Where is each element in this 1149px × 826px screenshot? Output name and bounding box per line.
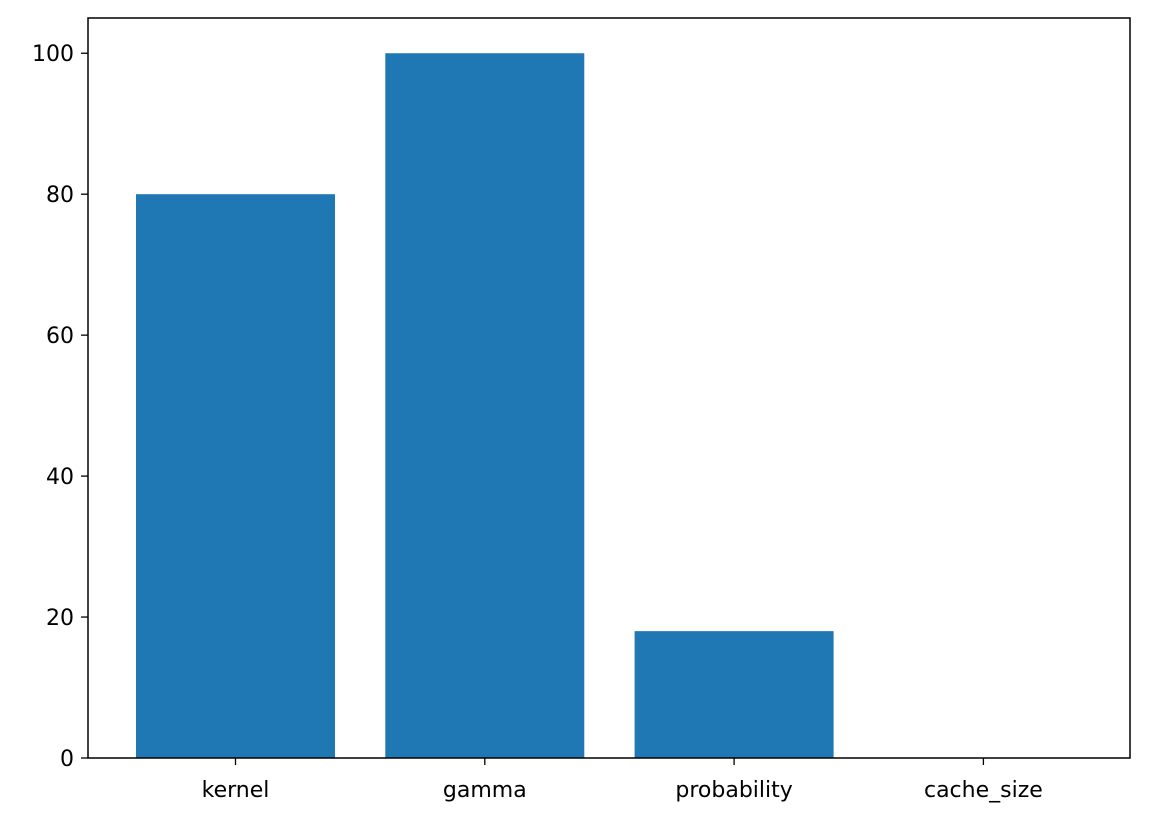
y-tick-label: 80 (46, 183, 74, 208)
x-tick-label: probability (675, 778, 792, 803)
x-axis: kernel gamma probability cache_size (202, 758, 1043, 803)
bar-gamma (385, 53, 585, 758)
bars-group (136, 53, 834, 758)
x-tick-label: cache_size (924, 778, 1043, 803)
bar-kernel (136, 194, 335, 758)
plot-frame (87, 17, 1131, 759)
x-tick-label: gamma (443, 778, 527, 803)
y-tick-label: 20 (46, 606, 74, 631)
y-tick-label: 100 (32, 42, 74, 67)
y-tick-label: 0 (60, 747, 74, 772)
bar-probability (634, 631, 834, 758)
y-tick-label: 60 (46, 324, 74, 349)
y-axis: 0 20 40 60 80 100 (32, 42, 88, 772)
y-tick-label: 40 (46, 465, 74, 490)
x-tick-label: kernel (202, 778, 270, 803)
